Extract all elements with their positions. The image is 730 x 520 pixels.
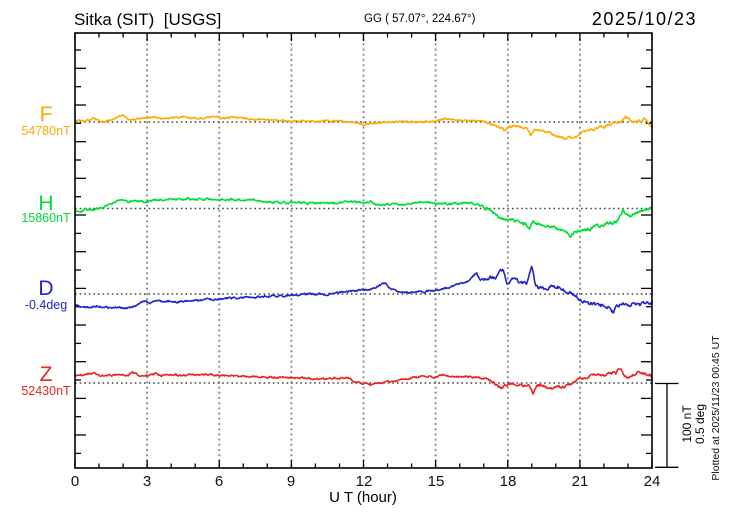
series-D-line xyxy=(74,265,653,314)
page-title: Sitka (SIT) [USGS] xyxy=(74,10,222,29)
x-tick-label-24: 24 xyxy=(643,473,661,490)
x-tick-label-15: 15 xyxy=(427,473,445,490)
channel-baseline-value-D: -0.4deg xyxy=(24,298,68,312)
channel-letter-H: H xyxy=(38,192,54,215)
observation-date: 2025/10/23 xyxy=(591,9,697,29)
scalebar-deg-label: 0.5 deg xyxy=(693,403,707,445)
plotted-at-timestamp: Plotted at 2025/11/23 00:45 UT xyxy=(710,335,722,481)
x-tick-label-18: 18 xyxy=(499,473,517,490)
channel-baseline-value-H: 15860nT xyxy=(21,211,71,225)
channel-letter-Z: Z xyxy=(39,363,53,386)
x-axis-label: U T (hour) xyxy=(329,489,397,506)
channel-letter-D: D xyxy=(38,277,54,300)
x-tick-label-0: 0 xyxy=(70,473,80,490)
y-axis-ticks xyxy=(75,49,652,455)
channel-letter-F: F xyxy=(39,103,53,126)
x-tick-label-3: 3 xyxy=(142,473,152,490)
x-tick-label-9: 9 xyxy=(286,473,296,490)
series-H-line xyxy=(74,196,653,239)
series-Z-line xyxy=(74,368,653,395)
geographic-coordinates: GG ( 57.07°, 224.67°) xyxy=(364,13,476,25)
scalebar-labels: 100 nT 0.5 deg xyxy=(680,403,707,445)
x-tick-label-6: 6 xyxy=(214,473,224,490)
series-F-line xyxy=(74,114,653,140)
vertical-gridlines xyxy=(146,33,581,468)
channel-baseline-value-F: 54780nT xyxy=(21,124,71,138)
channel-baseline-value-Z: 52430nT xyxy=(21,384,71,398)
amplitude-scale-bar xyxy=(655,382,679,468)
plot-border xyxy=(74,32,653,469)
x-tick-label-12: 12 xyxy=(355,473,373,490)
x-tick-label-21: 21 xyxy=(571,473,589,490)
